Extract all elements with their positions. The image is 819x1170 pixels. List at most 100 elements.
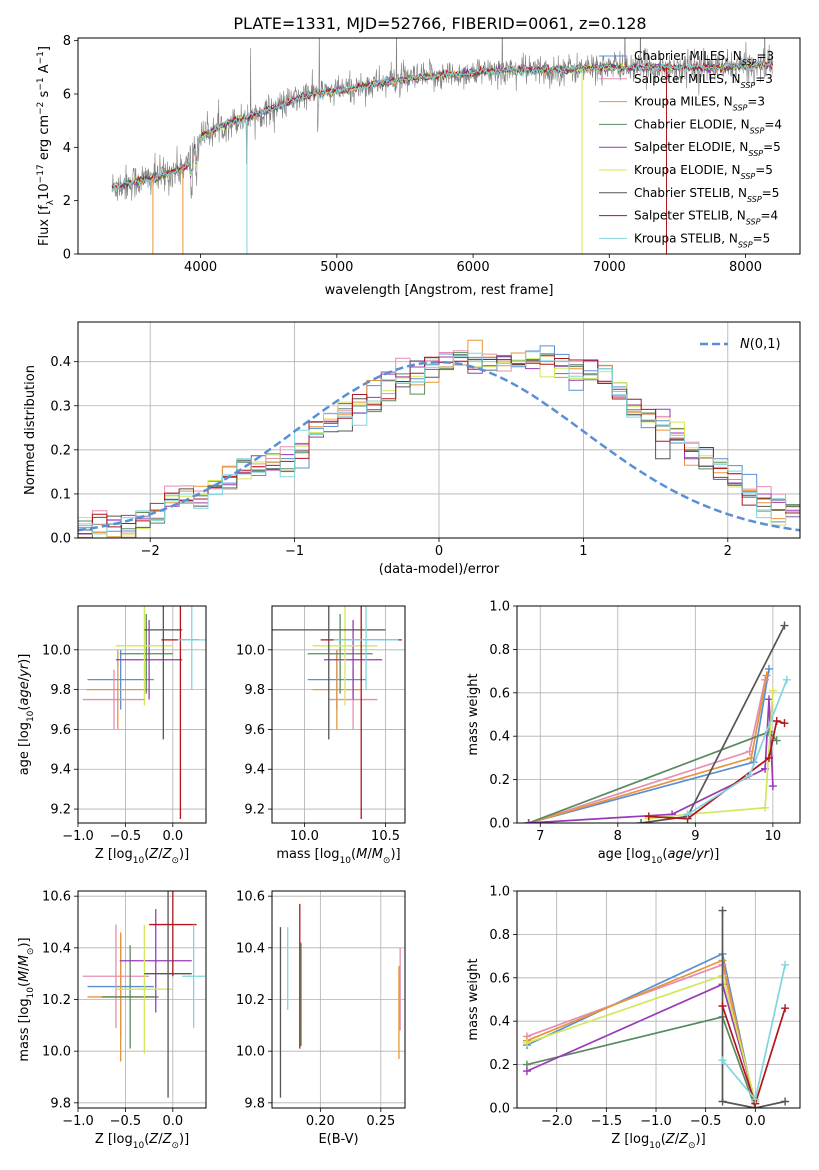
series-marker xyxy=(522,1038,531,1047)
series-marker xyxy=(718,1097,727,1106)
y-tick-label: 0.4 xyxy=(50,355,71,370)
y-axis-label: age [log10(age/yr)] xyxy=(17,654,36,776)
series-marker xyxy=(764,664,773,673)
x-tick-label: −0.5 xyxy=(110,829,142,844)
histogram-step xyxy=(78,354,800,535)
y-axis-label: mass weight xyxy=(466,673,481,755)
y-tick-label: 10.0 xyxy=(42,1045,71,1060)
series-line xyxy=(648,690,774,820)
y-tick-label: 10.4 xyxy=(42,941,71,956)
y-tick-label: 0.8 xyxy=(489,643,510,658)
y-tick-label: 10.0 xyxy=(236,1045,265,1060)
legend-label: Salpeter STELIB, NSSP=4 xyxy=(634,209,778,227)
y-tick-label: 0.6 xyxy=(489,971,510,986)
series-marker xyxy=(772,736,781,745)
y-tick-label: 2 xyxy=(63,194,71,209)
x-tick-label: −1.0 xyxy=(62,829,94,844)
panel-weight-vs-age: 7 8 9 10 0.0 0.2 0.4 0.6 0.8 1.0 age [log10(age/yr… xyxy=(466,600,801,866)
y-tick-label: 8 xyxy=(63,34,71,49)
x-axis-label: mass [log10(M/M⊙)] xyxy=(276,847,400,866)
figure-title: PLATE=1331, MJD=52766, FIBERID=0061, z=0… xyxy=(233,14,646,33)
legend-label: Salpeter MILES, NSSP=3 xyxy=(634,72,773,90)
y-tick-label: 9.8 xyxy=(50,1096,71,1111)
y-tick-label: 10.6 xyxy=(42,890,71,905)
x-tick-label: −0.5 xyxy=(110,1114,142,1129)
plot-area xyxy=(517,891,800,1108)
x-tick-label: −2.0 xyxy=(541,1114,573,1129)
x-tick-label: 10.5 xyxy=(371,829,400,844)
y-tick-label: 9.2 xyxy=(50,803,71,818)
series-line xyxy=(526,959,757,1108)
x-tick-label: 2 xyxy=(724,544,732,559)
x-tick-label: 8 xyxy=(614,829,622,844)
y-tick-label: 0 xyxy=(63,248,71,263)
y-tick-label: 4 xyxy=(63,141,71,156)
series-marker xyxy=(745,771,754,780)
series-line xyxy=(528,679,766,823)
series-marker xyxy=(768,686,777,695)
histogram-step xyxy=(78,354,800,538)
y-tick-label: 6 xyxy=(63,88,71,103)
y-tick-label: 0.1 xyxy=(50,487,71,502)
plot-area xyxy=(78,891,206,1108)
x-axis-label: wavelength [Angstrom, rest frame] xyxy=(325,283,554,298)
x-tick-label: 7 xyxy=(536,829,544,844)
x-tick-label: 10.0 xyxy=(290,829,319,844)
y-tick-label: 0.2 xyxy=(50,443,71,458)
series-marker xyxy=(780,719,789,728)
y-tick-label: 0.6 xyxy=(489,686,510,701)
y-tick-label: 9.2 xyxy=(244,803,265,818)
legend-label: Salpeter ELODIE, NSSP=5 xyxy=(634,140,781,158)
series-marker xyxy=(761,803,770,812)
series-marker xyxy=(781,960,790,969)
histogram-step xyxy=(78,351,800,535)
series-marker xyxy=(637,819,646,823)
legend-label: Kroupa MILES, NSSP=3 xyxy=(634,95,765,113)
series-marker xyxy=(718,1056,727,1065)
x-tick-label: 0.0 xyxy=(745,1114,766,1129)
x-tick-label: −1.0 xyxy=(640,1114,672,1129)
plot-area xyxy=(78,606,206,823)
axes-frame xyxy=(271,890,406,1109)
axes-frame xyxy=(77,37,801,255)
axes-frame xyxy=(516,605,801,824)
series-marker xyxy=(751,1095,760,1104)
y-tick-label: 9.6 xyxy=(244,723,265,738)
x-tick-label: −0.5 xyxy=(690,1114,722,1129)
y-axis-label: mass weight xyxy=(466,958,481,1040)
series-marker xyxy=(781,1004,790,1013)
y-axis-label: mass [log10(M/M⊙)] xyxy=(17,937,36,1061)
panel-mass-vs-Z: −1.0 −0.5 0.0 9.8 10.0 10.2 10.4 10.6 Z [log10(Z… xyxy=(17,890,207,1151)
series-marker xyxy=(644,812,653,821)
axes-frame xyxy=(271,605,406,824)
plot-area xyxy=(111,38,773,254)
series-line xyxy=(640,625,786,823)
axes-frame xyxy=(516,890,801,1109)
series-marker xyxy=(683,810,692,819)
series-marker xyxy=(768,782,777,791)
x-axis-label: age [log10(age/yr)] xyxy=(598,847,720,866)
y-tick-label: 9.4 xyxy=(244,763,265,778)
y-tick-label: 1.0 xyxy=(489,885,510,900)
y-tick-label: 0.0 xyxy=(489,817,510,832)
y-tick-label: 0.2 xyxy=(489,773,510,788)
series-marker xyxy=(718,906,727,915)
series-marker xyxy=(782,675,791,684)
x-tick-label: 10 xyxy=(765,829,782,844)
x-tick-label: −2 xyxy=(141,544,160,559)
model-line xyxy=(111,60,773,194)
y-tick-label: 9.8 xyxy=(244,683,265,698)
x-tick-label: 0.0 xyxy=(162,829,183,844)
gaussian-curve xyxy=(78,360,800,532)
x-axis-label: Z [log10(Z/Z⊙)] xyxy=(611,1132,705,1151)
y-tick-label: 9.8 xyxy=(50,683,71,698)
series-line xyxy=(528,675,768,823)
panel-age-vs-mass: 10.0 10.5 9.2 9.4 9.6 9.8 10.0 mass [log10(M/M⊙… xyxy=(236,605,406,866)
series-line xyxy=(526,983,757,1102)
y-tick-label: 9.8 xyxy=(244,1096,265,1111)
plot-area xyxy=(517,606,800,823)
x-tick-label: 0.20 xyxy=(306,1114,335,1129)
legend-label: Kroupa ELODIE, NSSP=5 xyxy=(634,163,773,181)
panel-residuals: −2 −1 0 1 2 0.0 0.1 0.2 0.3 0.4 N(0,1) (data-model)… xyxy=(23,321,801,577)
